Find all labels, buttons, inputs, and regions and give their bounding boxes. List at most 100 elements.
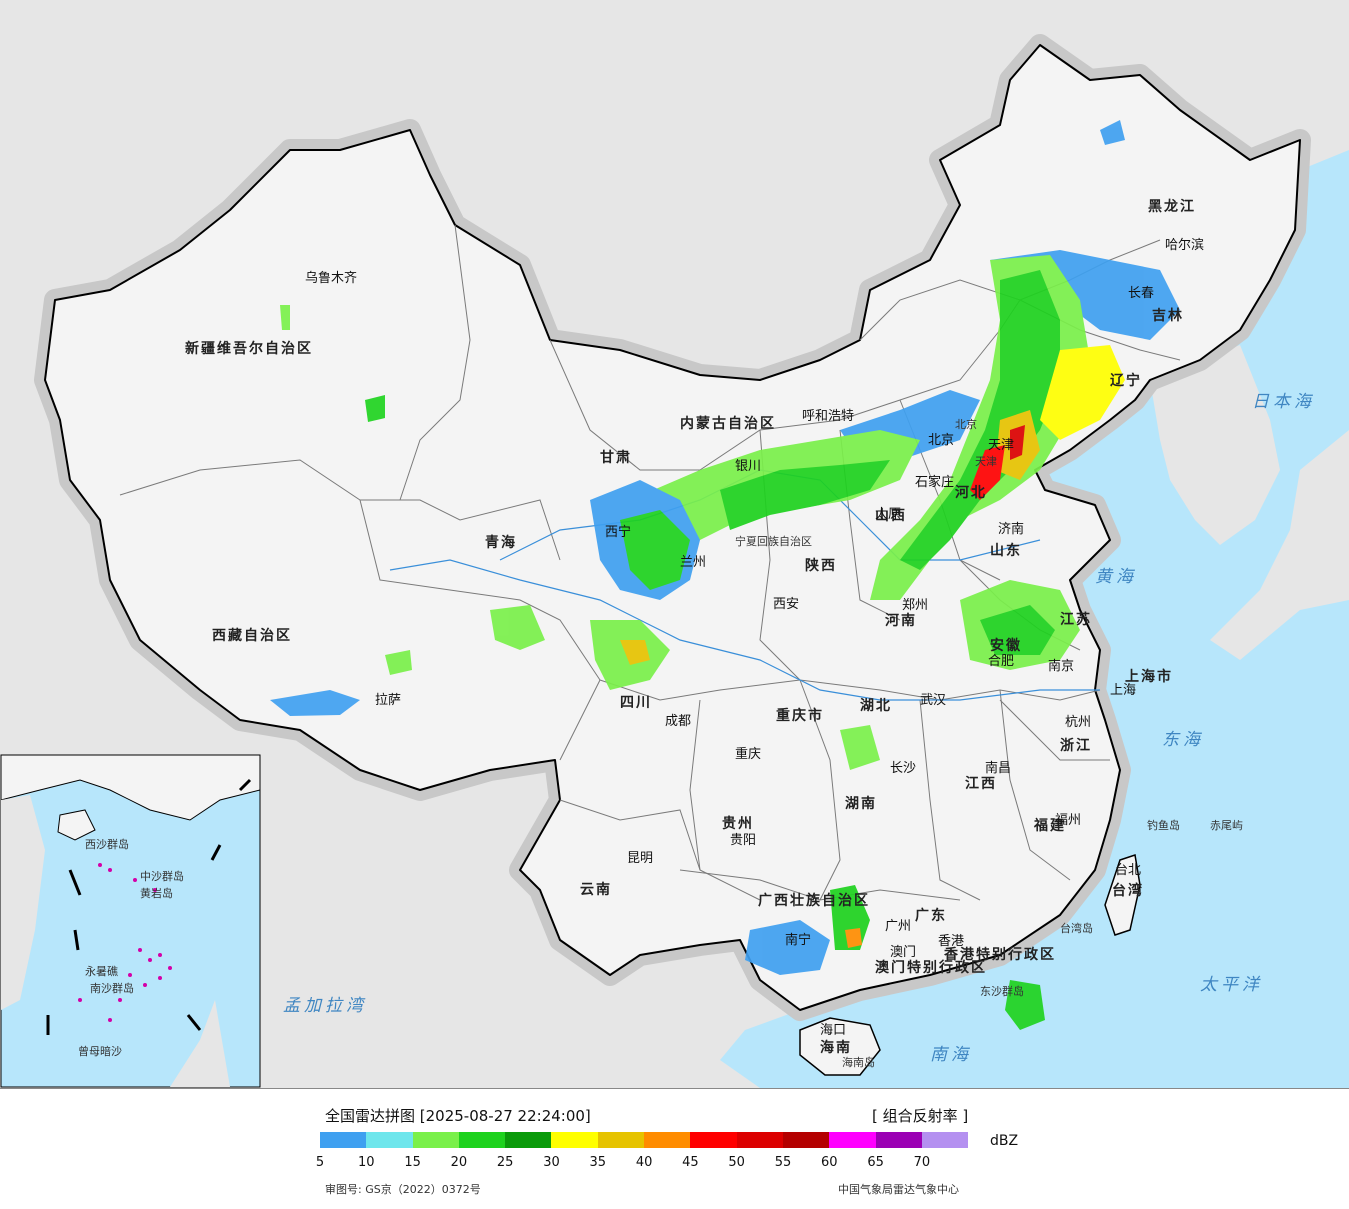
scale-swatch <box>412 1132 459 1148</box>
svg-text:上海: 上海 <box>1110 683 1136 698</box>
scale-tick-label: 10 <box>358 1155 375 1170</box>
svg-text:哈尔滨: 哈尔滨 <box>1165 237 1204 253</box>
svg-text:贵州: 贵州 <box>722 815 754 832</box>
svg-text:广西壮族自治区: 广西壮族自治区 <box>758 892 870 909</box>
svg-text:重庆: 重庆 <box>735 746 761 762</box>
scale-swatch <box>320 1132 367 1148</box>
svg-text:安徽: 安徽 <box>990 637 1022 654</box>
svg-text:日本海: 日本海 <box>1252 392 1315 412</box>
svg-text:长沙: 长沙 <box>890 761 916 776</box>
svg-text:南京: 南京 <box>1048 658 1074 674</box>
scale-swatch <box>829 1132 876 1148</box>
scale-swatch <box>875 1132 922 1148</box>
scale-swatch <box>366 1132 413 1148</box>
svg-text:陕西: 陕西 <box>805 557 837 574</box>
svg-text:南宁: 南宁 <box>785 932 811 948</box>
svg-text:济南: 济南 <box>998 521 1024 537</box>
label-province: 北京 <box>955 417 977 431</box>
svg-text:广东: 广东 <box>915 907 947 924</box>
scale-swatch <box>782 1132 830 1148</box>
map-title: 全国雷达拼图 [2025-08-27 22:24:00] <box>325 1107 591 1125</box>
scale-swatch <box>597 1132 645 1148</box>
svg-text:台北: 台北 <box>1115 863 1141 878</box>
svg-text:江西: 江西 <box>965 775 997 792</box>
svg-text:台湾: 台湾 <box>1112 882 1144 899</box>
svg-text:黑龙江: 黑龙江 <box>1148 198 1196 215</box>
scale-tick-label: 15 <box>404 1155 421 1170</box>
agency-name: 中国气象局雷达气象中心 <box>838 1183 959 1196</box>
svg-text:青海: 青海 <box>485 534 517 551</box>
taiwan-island <box>1104 854 1141 936</box>
svg-text:东海: 东海 <box>1162 730 1204 750</box>
scale-tick-label: 60 <box>821 1155 838 1170</box>
scale-tick-label: 35 <box>589 1155 607 1170</box>
color-scale <box>320 1132 969 1148</box>
scale-tick-label: 45 <box>682 1155 699 1170</box>
svg-text:南沙群岛: 南沙群岛 <box>90 981 134 995</box>
scale-swatch <box>551 1132 598 1148</box>
svg-text:澳门特别行政区: 澳门特别行政区 <box>875 959 987 976</box>
scale-swatch <box>505 1132 552 1148</box>
scale-tick-label: 25 <box>496 1155 514 1170</box>
svg-text:辽宁: 辽宁 <box>1110 372 1142 389</box>
svg-text:福建: 福建 <box>1033 817 1066 834</box>
svg-text:澳门: 澳门 <box>890 944 916 960</box>
svg-text:福州: 福州 <box>1055 813 1081 828</box>
scale-swatch <box>644 1132 691 1148</box>
svg-text:香港: 香港 <box>938 934 964 949</box>
scale-tick-label: 50 <box>728 1155 745 1170</box>
svg-text:合肥: 合肥 <box>988 654 1014 669</box>
svg-text:钓鱼岛: 钓鱼岛 <box>1147 818 1180 832</box>
radar-map: 新疆维吾尔自治区 西藏自治区 青海 甘肃 内蒙古自治区 黑龙江 吉林 辽宁 河北… <box>0 0 1349 1088</box>
svg-text:兰州: 兰州 <box>680 555 706 570</box>
label-province: 天津 <box>975 455 997 468</box>
label-province: 新疆维吾尔自治区 <box>185 340 313 357</box>
map-labels: 新疆维吾尔自治区 西藏自治区 青海 甘肃 内蒙古自治区 黑龙江 吉林 辽宁 河北… <box>78 198 1315 1069</box>
scale-tick-label: 20 <box>450 1155 468 1170</box>
scale-labels: 5 10 15 20 25 30 35 40 45 50 55 60 65 70 <box>308 1155 948 1173</box>
svg-text:永暑礁: 永暑礁 <box>85 964 118 978</box>
scale-swatch <box>921 1132 969 1148</box>
svg-text:银川: 银川 <box>735 459 761 474</box>
south-china-sea-inset <box>0 754 261 1088</box>
svg-text:上海市: 上海市 <box>1125 668 1173 685</box>
scale-swatch <box>458 1132 506 1148</box>
svg-text:长春: 长春 <box>1128 286 1154 301</box>
scale-tick-label: 65 <box>867 1155 884 1170</box>
svg-text:海口: 海口 <box>820 1023 846 1038</box>
svg-text:海南岛: 海南岛 <box>842 1055 875 1069</box>
radar-echoes <box>270 120 1180 1030</box>
svg-text:南昌: 南昌 <box>985 760 1011 776</box>
svg-text:天津: 天津 <box>988 438 1014 453</box>
unit-label: dBZ <box>990 1133 1019 1149</box>
svg-text:山东: 山东 <box>990 542 1022 559</box>
label-city: 乌鲁木齐 <box>305 270 357 286</box>
svg-text:山西: 山西 <box>875 508 907 524</box>
svg-text:西宁: 西宁 <box>605 524 631 540</box>
label-province: 宁夏回族自治区 <box>735 534 812 548</box>
svg-text:西沙群岛: 西沙群岛 <box>85 837 129 851</box>
svg-text:石家庄: 石家庄 <box>915 474 954 490</box>
product-name: [ 组合反射率 ] <box>872 1107 969 1125</box>
svg-text:云南: 云南 <box>580 881 612 898</box>
svg-text:北京: 北京 <box>928 433 954 448</box>
svg-text:甘肃: 甘肃 <box>600 449 632 466</box>
scale-tick-label: 40 <box>635 1155 653 1170</box>
scale-swatch <box>736 1132 783 1148</box>
svg-text:太平洋: 太平洋 <box>1200 975 1263 995</box>
svg-text:重庆市: 重庆市 <box>776 707 824 724</box>
svg-text:湖北: 湖北 <box>860 698 892 714</box>
svg-text:太原: 太原 <box>875 507 901 522</box>
svg-text:内蒙古自治区: 内蒙古自治区 <box>680 415 776 432</box>
svg-text:成都: 成都 <box>665 714 691 729</box>
svg-text:四川: 四川 <box>620 695 652 711</box>
svg-text:孟加拉湾: 孟加拉湾 <box>283 996 367 1016</box>
svg-text:海南: 海南 <box>820 1039 852 1056</box>
scale-swatch <box>690 1132 737 1148</box>
legend-panel: 全国雷达拼图 [2025-08-27 22:24:00] [ 组合反射率 ] 5… <box>0 1088 1349 1209</box>
svg-text:拉萨: 拉萨 <box>375 693 401 708</box>
svg-text:曾母暗沙: 曾母暗沙 <box>78 1044 122 1058</box>
svg-text:江苏: 江苏 <box>1060 611 1092 628</box>
scale-tick-label: 5 <box>315 1155 325 1170</box>
svg-text:南海: 南海 <box>930 1045 972 1065</box>
